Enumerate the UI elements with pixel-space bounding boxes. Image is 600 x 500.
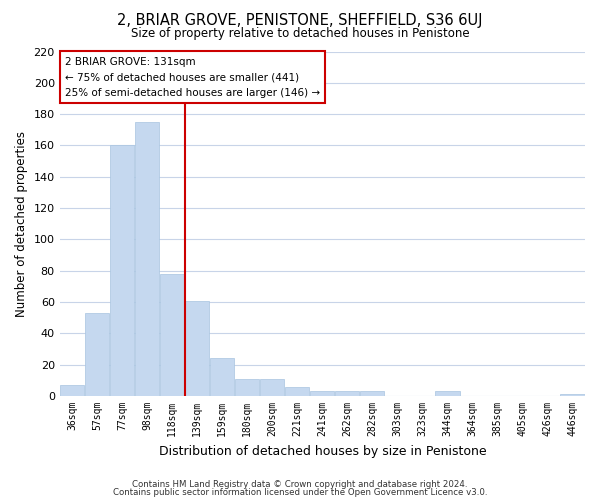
Text: 2, BRIAR GROVE, PENISTONE, SHEFFIELD, S36 6UJ: 2, BRIAR GROVE, PENISTONE, SHEFFIELD, S3… — [117, 12, 483, 28]
Text: Contains HM Land Registry data © Crown copyright and database right 2024.: Contains HM Land Registry data © Crown c… — [132, 480, 468, 489]
Bar — [560, 394, 584, 396]
Bar — [185, 300, 209, 396]
Bar — [310, 392, 334, 396]
Text: 2 BRIAR GROVE: 131sqm
← 75% of detached houses are smaller (441)
25% of semi-det: 2 BRIAR GROVE: 131sqm ← 75% of detached … — [65, 56, 320, 98]
Bar — [260, 379, 284, 396]
Bar — [160, 274, 184, 396]
Bar — [335, 392, 359, 396]
Bar — [235, 379, 259, 396]
Bar — [360, 392, 385, 396]
Bar — [85, 313, 109, 396]
Bar — [285, 386, 310, 396]
Text: Contains public sector information licensed under the Open Government Licence v3: Contains public sector information licen… — [113, 488, 487, 497]
Bar — [60, 385, 85, 396]
Bar — [135, 122, 160, 396]
Text: Size of property relative to detached houses in Penistone: Size of property relative to detached ho… — [131, 28, 469, 40]
X-axis label: Distribution of detached houses by size in Penistone: Distribution of detached houses by size … — [158, 444, 486, 458]
Bar — [210, 358, 235, 396]
Bar — [435, 392, 460, 396]
Y-axis label: Number of detached properties: Number of detached properties — [15, 131, 28, 317]
Bar — [110, 146, 134, 396]
